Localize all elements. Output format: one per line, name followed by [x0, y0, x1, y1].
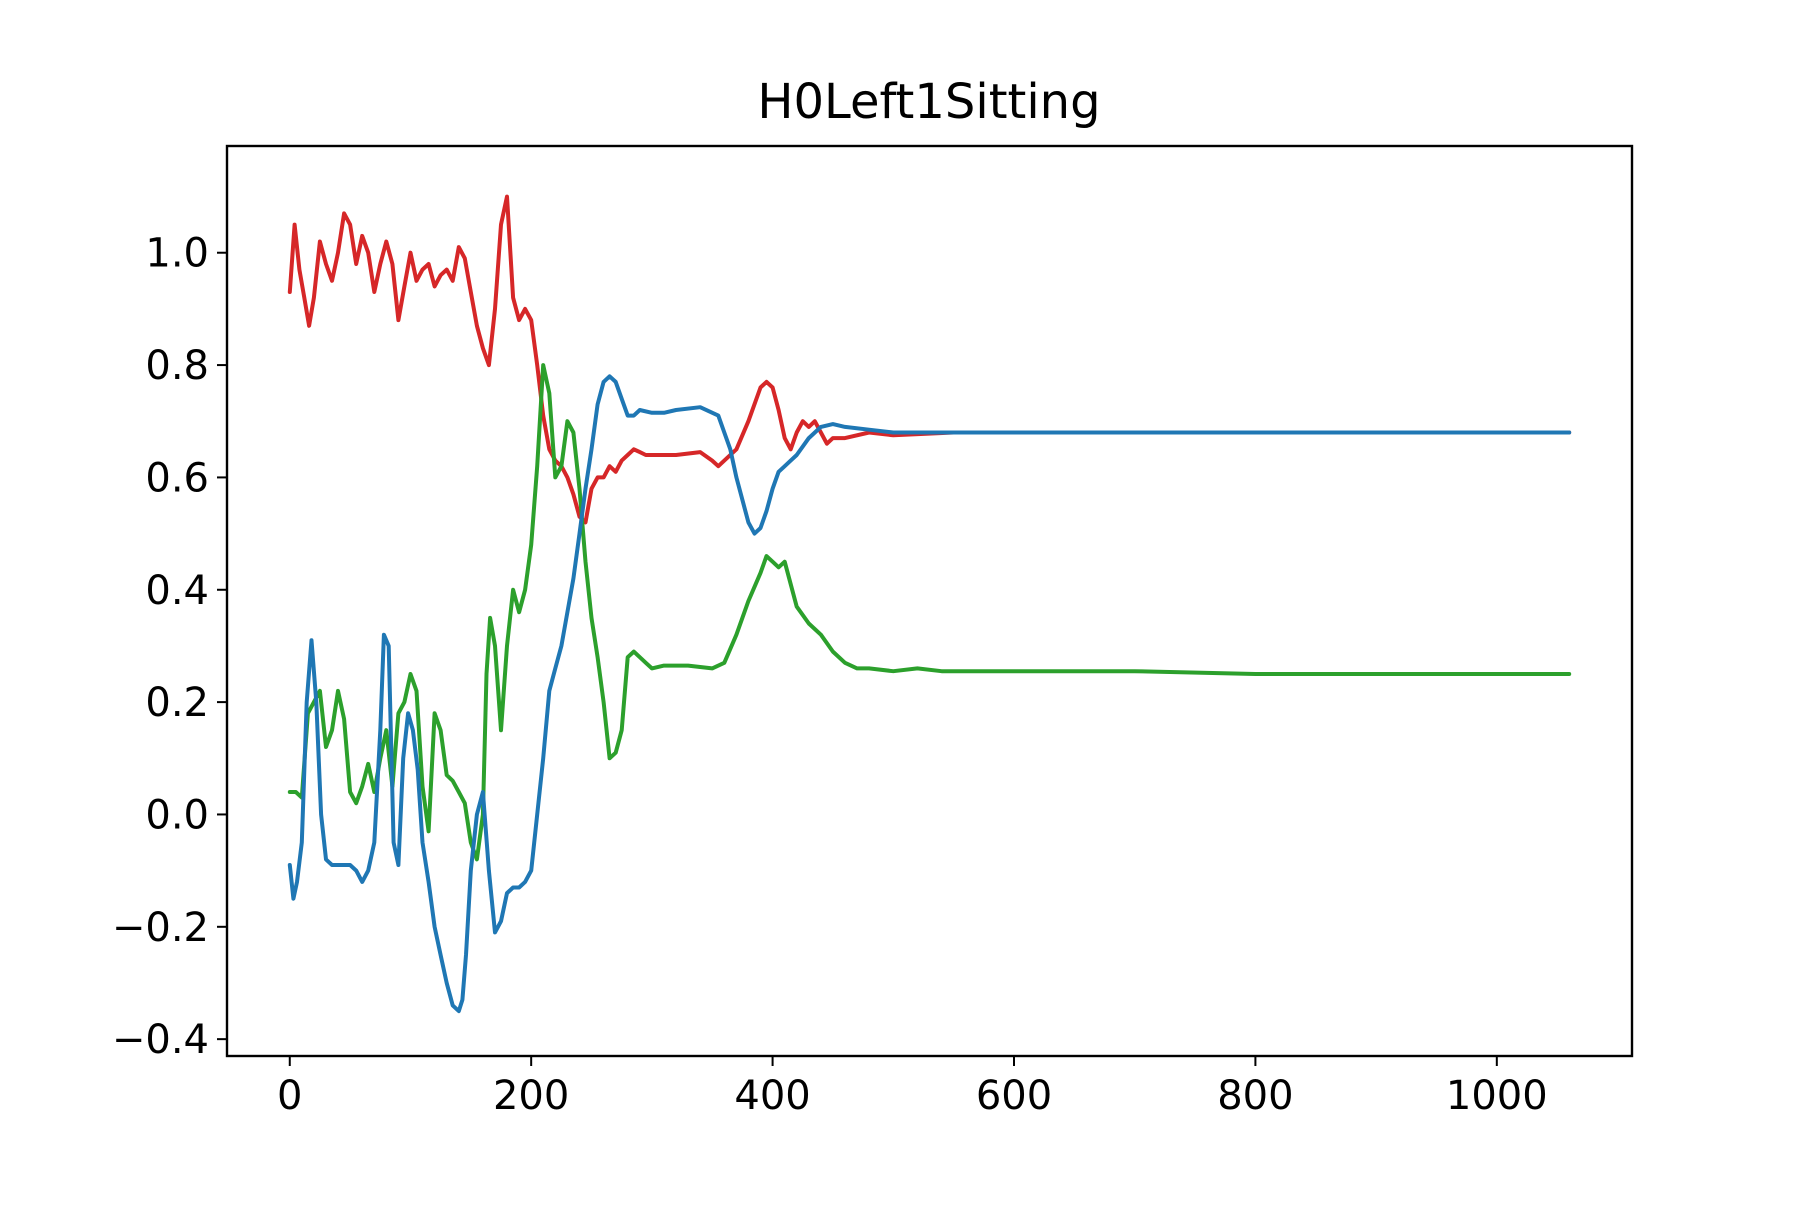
y-tick-label: −0.4 — [112, 1017, 209, 1063]
x-axis: 0 200 400 600 800 1000 — [277, 1056, 1548, 1119]
x-tick-label: 0 — [277, 1073, 302, 1119]
y-tick-label: 0.4 — [145, 568, 209, 614]
x-tick-label: 400 — [734, 1073, 810, 1119]
y-tick-label: 0.0 — [145, 792, 209, 838]
x-tick-label: 1000 — [1446, 1073, 1548, 1119]
y-axis: −0.4 −0.2 0.0 0.2 0.4 0.6 0.8 1.0 — [112, 231, 227, 1063]
series-line-3 — [287, 374, 1572, 1014]
y-tick-label: 0.6 — [145, 455, 209, 501]
x-tick-label: 600 — [976, 1073, 1052, 1119]
y-tick-label: 0.8 — [145, 343, 209, 389]
chart-title: H0Left1Sitting — [757, 74, 1100, 130]
series-line-1 — [287, 194, 1572, 525]
y-tick-label: −0.2 — [112, 905, 209, 951]
x-tick-label: 200 — [493, 1073, 569, 1119]
y-tick-label: 0.2 — [145, 680, 209, 726]
plot-area-frame — [225, 144, 1634, 1058]
x-tick-label: 800 — [1217, 1073, 1293, 1119]
series-layer — [287, 194, 1572, 1014]
y-tick-label: 1.0 — [145, 231, 209, 277]
